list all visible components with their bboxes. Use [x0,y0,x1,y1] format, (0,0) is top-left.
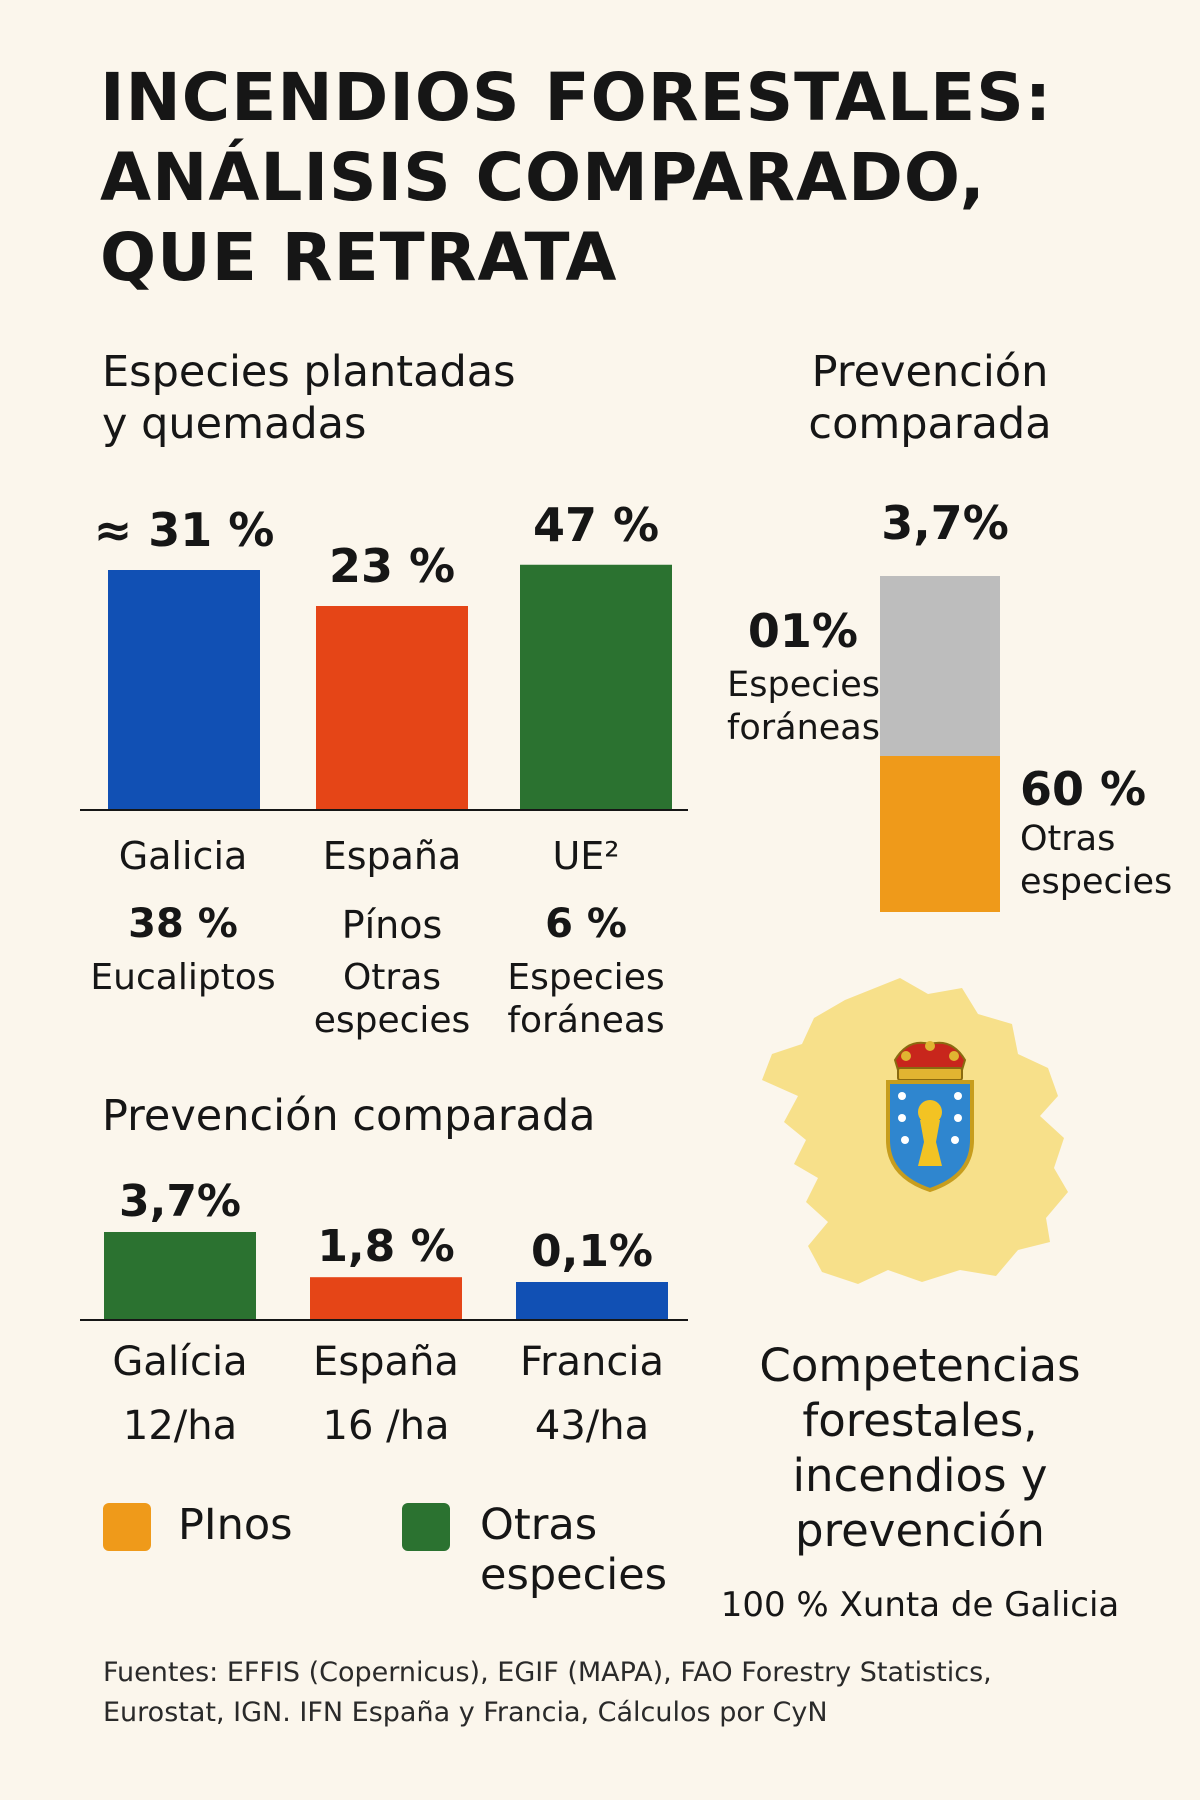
chart-1-title: Especies plantadas y quemadas [102,346,516,450]
chart-2-total-label: 3,7% [881,496,1009,550]
chart-2-segment-1-name-line-1: Especies [727,665,880,705]
map-caption: Competencias forestales, incendios y pre… [740,1338,1100,1558]
chart-2-segment-1-name: Especies foráneas [700,664,880,750]
legend-swatch-pinos [103,1503,151,1551]
chart-1-title-line-1: Especies plantadas [102,347,516,397]
map-caption-line-2: forestales, [802,1394,1038,1447]
chart-3-sublabel-galicia: 12/ha [122,1403,238,1449]
chart-3-xlabel-espana: España [313,1339,459,1385]
chart-2-segment-2 [880,756,1000,912]
legend-label-otras-especies-line-2: especies [480,1550,668,1600]
chart-2-title-line-2: comparada [808,399,1052,449]
page-title: INCENDIOS FORESTALES: ANÁLISIS COMPARADO… [100,58,1160,298]
chart-1-sublabel-ue-line-2: foráneas [507,1000,665,1041]
galicia-coat-of-arms [886,1041,974,1193]
chart-1-xlabel-galicia: Galicia [118,834,248,878]
chart-1-value-label-2: 47 % [533,500,659,552]
chart-2-segment-2-value: 60 % [1020,762,1147,816]
chart-1-bar-0 [108,570,260,810]
chart-2-segment-2-name-line-2: especies [1020,862,1173,902]
map-caption-line-3: incendios y [792,1449,1048,1502]
chart-1-bar-1 [316,606,468,810]
chart-2-segment-2-name: Otras especies [1020,818,1190,904]
map-sub-caption: 100 % Xunta de Galicia [720,1585,1120,1625]
chart-1-sublabel-espana-line-1: Otras [342,957,442,998]
chart-1-subvalue-galicia: 38 % [128,901,238,947]
chart-2-segment-2-name-line-1: Otras [1020,819,1116,859]
chart-1-xlabel-ue: UE² [552,834,620,878]
sources-footer: Fuentes: EFFIS (Copernicus), EGIF (MAPA)… [103,1653,992,1733]
chart-3-value-label-2: 0,1% [531,1226,653,1277]
chart-3-sublabel-francia: 43/ha [534,1403,650,1449]
map-caption-line-4: prevención [795,1504,1045,1557]
chart-2-stacked-bar [880,576,1000,912]
chart-1-sublabel-espana-line-2: especies [313,1000,471,1041]
chart-3-sublabel-espana: 16 /ha [322,1403,450,1449]
chart-2-segment-1-name-line-2: foráneas [727,708,880,748]
legend-label-otras-especies: Otras especies [480,1500,667,1600]
chart-3-bar-1 [310,1277,462,1320]
chart-3-xlabel-francia: Francia [519,1339,665,1385]
sources-footer-line-1: Fuentes: EFFIS (Copernicus), EGIF (MAPA)… [103,1657,992,1688]
chart-1-sublabel-ue: Especies foráneas [486,956,686,1042]
chart-3-bar-2 [516,1282,668,1320]
chart-1-sublabel-galicia-line-1: Eucaliptos [90,957,276,998]
chart-2-segment-1 [880,576,1000,756]
title-line-3: QUE RETRATA [100,219,618,296]
chart-3-value-label-0: 3,7% [119,1176,241,1227]
chart-1-title-line-2: y quemadas [102,399,367,449]
chart-2-title-line-1: Prevención [811,347,1049,397]
chart-1-species-bars: ≈ 31 % 23 % 47 % [80,500,688,811]
chart-1-sublabel-ue-line-1: Especies [507,957,665,998]
chart-3-bar-0 [104,1232,256,1320]
legend-label-pinos: PInos [178,1500,293,1550]
chart-3-value-label-1: 1,8 % [317,1221,454,1272]
sources-footer-line-2: Eurostat, IGN. IFN España y Francia, Cál… [103,1697,828,1728]
title-line-2: ANÁLISIS COMPARADO, [100,139,986,216]
chart-1-bar-2 [520,564,672,810]
chart-1-sublabel-espana: Otras especies [292,956,492,1042]
chart-3-title: Prevención comparada [102,1091,596,1141]
chart-1-sublabel-galicia: Eucaliptos [75,956,291,999]
chart-1-subvalue-ue: 6 % [545,901,627,947]
legend-label-otras-especies-line-1: Otras [480,1500,598,1550]
chart-1-xlabel-espana: España [322,834,462,878]
chart-1-value-label-0: ≈ 31 % [94,503,275,557]
galicia-map [762,978,1068,1284]
chart-1-subvalue-espana: Pínos [341,903,443,947]
chart-3-xlabel-galicia: Galícia [112,1339,248,1385]
map-caption-line-1: Competencias [759,1339,1081,1392]
chart-1-value-label-1: 23 % [329,539,455,593]
chart-2-title: Prevención comparada [770,346,1090,450]
chart-2-segment-1-value: 01% [747,604,858,658]
legend-swatch-otras-especies [402,1503,450,1551]
title-line-1: INCENDIOS FORESTALES: [100,59,1053,136]
chart-3-prevention-bars: 3,7% 1,8 % 0,1% [80,1176,688,1321]
